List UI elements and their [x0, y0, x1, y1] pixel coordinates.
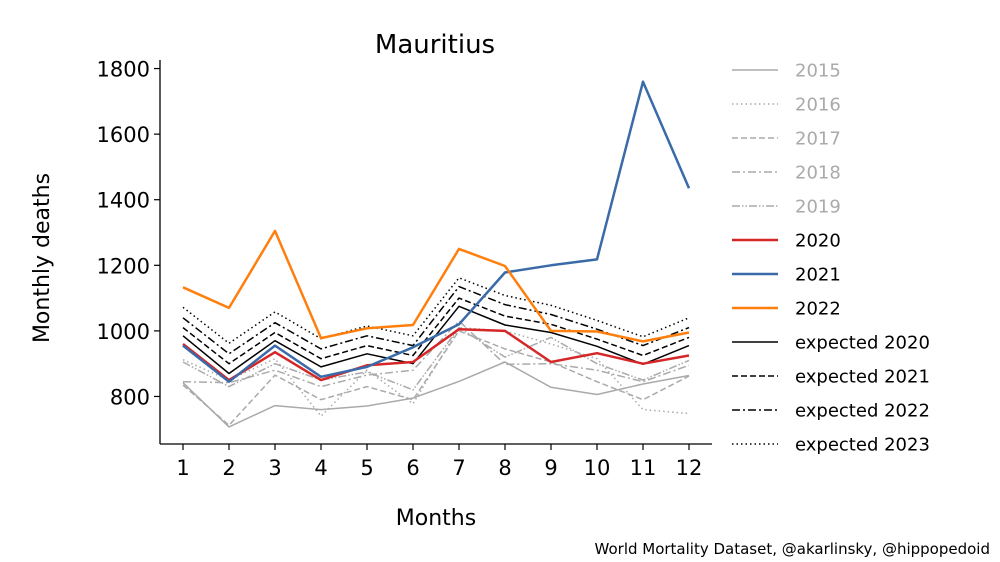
legend-label: 2018: [795, 163, 841, 184]
x-tick-label: 7: [452, 456, 465, 480]
x-tick-label: 5: [360, 456, 373, 480]
series-line-2017: [182, 330, 690, 427]
x-axis-label: Months: [396, 506, 476, 531]
y-tick-label: 800: [110, 385, 150, 409]
legend-label: expected 2023: [795, 435, 930, 456]
legend-label: 2015: [795, 61, 841, 82]
series-line-2018: [182, 320, 690, 388]
series-line-expected-2021: [182, 297, 690, 365]
y-tick-label: 1400: [97, 189, 150, 213]
y-tick-label: 1200: [97, 254, 150, 278]
x-tick-label: 1: [176, 456, 189, 480]
series-line-expected-2023: [182, 277, 690, 345]
legend-label: 2022: [795, 299, 841, 320]
x-tick-label: 2: [222, 456, 235, 480]
x-tick-label: 4: [314, 456, 327, 480]
series-line-2022: [182, 229, 690, 343]
x-tick-label: 12: [676, 456, 703, 480]
y-tick-label: 1600: [97, 123, 150, 147]
credit-text: World Mortality Dataset, @akarlinsky, @h…: [594, 540, 990, 558]
legend-label: 2020: [795, 231, 841, 252]
x-tick-label: 11: [630, 456, 657, 480]
chart-title: Mauritius: [375, 30, 495, 60]
series-line-expected-2022: [182, 285, 690, 355]
x-tick-label: 9: [544, 456, 557, 480]
series-line-2015: [182, 361, 690, 428]
series-line-2021: [182, 80, 691, 383]
x-tick-label: 8: [498, 456, 511, 480]
x-tick-label: 3: [268, 456, 281, 480]
x-tick-label: 10: [584, 456, 611, 480]
legend-label: expected 2022: [795, 401, 930, 422]
legend-label: 2019: [795, 197, 841, 218]
legend-label: 2017: [795, 129, 841, 150]
legend-label: expected 2020: [795, 333, 930, 354]
legend-label: 2016: [795, 95, 841, 116]
x-tick-label: 6: [406, 456, 419, 480]
y-tick-label: 1800: [97, 58, 150, 82]
legend: 2015 2016 2017 2018 2019 2020 2021 2022 expected…: [732, 61, 930, 456]
series-lines: [182, 80, 691, 428]
y-axis-label: Monthly deaths: [30, 173, 55, 343]
series-line-2020: [182, 327, 690, 382]
legend-label: 2021: [795, 265, 841, 286]
legend-label: expected 2021: [795, 367, 930, 388]
y-tick-label: 1000: [97, 320, 150, 344]
